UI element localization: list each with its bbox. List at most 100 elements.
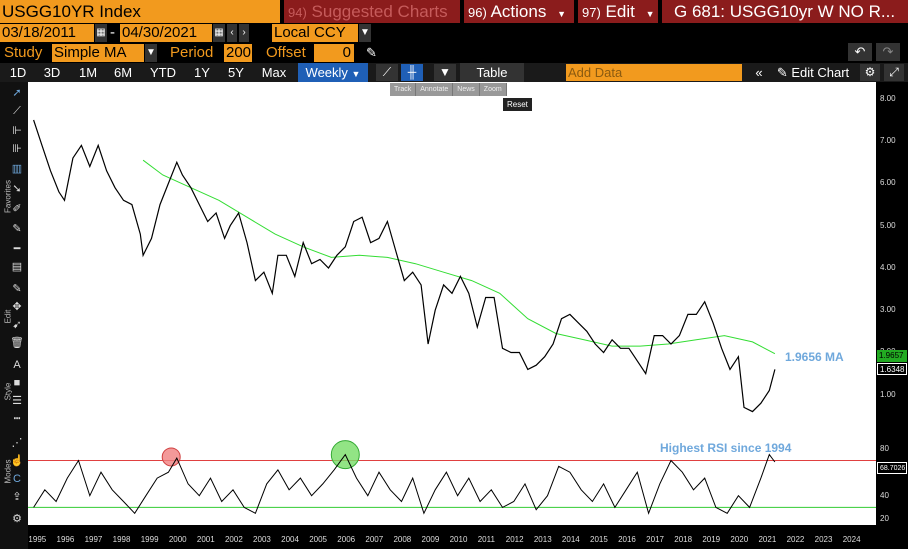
arrow-tool-icon[interactable]: ➘	[12, 183, 22, 195]
year-tick: 2019	[702, 535, 721, 544]
security-field[interactable]: USGG10YR Index	[0, 0, 280, 23]
rsi-tick: 40	[880, 490, 889, 500]
axis-corner	[876, 525, 908, 549]
period-field[interactable]: 200	[224, 44, 252, 62]
cursor-icon[interactable]: ➚	[12, 87, 22, 99]
line-chart-icon[interactable]: ⟋	[376, 64, 398, 81]
news-tool[interactable]: News	[453, 83, 480, 96]
trash-icon[interactable]: 🗑	[10, 337, 24, 349]
text-tool-icon[interactable]: A	[13, 359, 21, 371]
start-calendar-icon[interactable]: ▦	[95, 24, 107, 42]
line-tool-icon[interactable]: ⟋	[13, 105, 21, 117]
line-weight-icon[interactable]: ☰	[12, 395, 22, 407]
hline-tool-icon[interactable]: ━	[13, 243, 21, 255]
rsi-panel[interactable]	[28, 437, 876, 525]
year-tick: 1999	[140, 535, 159, 544]
year-tick: 2005	[309, 535, 327, 544]
range-3d-button[interactable]: 3D	[43, 65, 61, 80]
price-tick: 6.00	[880, 178, 896, 188]
rsi-last-value: 68.7026	[877, 462, 907, 474]
start-date-field[interactable]: 03/18/2011	[0, 24, 94, 42]
channel-tool-icon[interactable]: ▤	[11, 261, 23, 273]
suggested-charts-tab[interactable]: 94) Suggested Charts	[284, 0, 460, 23]
frequency-value: Weekly	[305, 65, 348, 80]
line-style-icon[interactable]: ┅	[13, 413, 21, 425]
chart-tools-bar: Track Annotate News Zoom	[390, 83, 507, 96]
add-data-input[interactable]: Add Data	[566, 64, 742, 81]
zoom-tool[interactable]: Zoom	[480, 83, 507, 96]
year-tick: 2020	[730, 535, 749, 544]
currency-dropdown-icon[interactable]: ▼	[359, 24, 371, 42]
prev-period-icon[interactable]: ‹	[227, 24, 237, 42]
collapse-icon[interactable]: «	[755, 65, 763, 80]
range-1m-button[interactable]: 1M	[78, 65, 98, 80]
suggested-charts-label: Suggested Charts	[311, 2, 448, 21]
actions-caret-icon: ▼	[557, 9, 566, 19]
left-toolbar: ➚ ⟋ ⊩ ⊪ ▥ ➘ ✐ ✎ ━ ▤ ✎ ✥ ➹ 🗑 A ■ ☰ ┅ ⋰ ☝ …	[0, 82, 28, 549]
next-period-icon[interactable]: ›	[239, 24, 249, 42]
period-label: Period	[170, 44, 214, 61]
mode-hand-icon[interactable]: ☝	[10, 455, 24, 467]
year-tick: 2001	[196, 535, 215, 544]
year-tick: 2021	[758, 535, 777, 544]
currency-field[interactable]: Local CCY	[272, 24, 358, 42]
year-tick: 2024	[842, 535, 861, 544]
study-dropdown-icon[interactable]: ▼	[145, 44, 157, 62]
end-calendar-icon[interactable]: ▦	[213, 24, 225, 42]
redo-icon[interactable]: ↷	[876, 43, 900, 61]
range-1y-button[interactable]: 1Y	[194, 65, 210, 80]
actions-label: Actions	[490, 2, 547, 21]
pen-tool-icon[interactable]: ✎	[12, 223, 22, 235]
maximize-icon[interactable]: ⤢	[884, 64, 904, 81]
select-icon[interactable]: ➹	[12, 319, 22, 331]
edit-menu[interactable]: 97) Edit ▼	[578, 0, 658, 23]
mode-cursor-icon[interactable]: ⋰	[11, 437, 23, 449]
draw-icon[interactable]: ✎	[12, 283, 22, 295]
frequency-dropdown[interactable]: Weekly ▼	[298, 63, 368, 82]
price-chart-area[interactable]	[28, 82, 876, 437]
offset-field[interactable]: 0	[314, 44, 354, 62]
mode-c-icon[interactable]: C	[13, 473, 21, 485]
annotate-tool[interactable]: Annotate	[416, 83, 454, 96]
edit-chart-button[interactable]: ✎ Edit Chart	[770, 63, 856, 82]
rsi-tick: 80	[880, 443, 889, 453]
range-5y-button[interactable]: 5Y	[228, 65, 244, 80]
price-tick: 7.00	[880, 136, 896, 146]
track-tool[interactable]: Track	[390, 83, 417, 96]
year-tick: 2013	[533, 535, 552, 544]
range-6m-button[interactable]: 6M	[113, 65, 133, 80]
price-tick: 5.00	[880, 220, 896, 230]
chart-type-dropdown-icon[interactable]: ▼	[434, 64, 456, 81]
actions-menu[interactable]: 96) Actions ▼	[464, 0, 574, 23]
mode-export-icon[interactable]: ⇪	[12, 491, 22, 503]
year-tick: 2007	[365, 535, 384, 544]
suggested-charts-num: 94)	[288, 5, 307, 20]
trend-tool-icon[interactable]: ⊪	[12, 143, 22, 155]
price-tick: 1.00	[880, 389, 896, 399]
settings-icon[interactable]: ⚙	[12, 513, 22, 525]
brush-tool-icon[interactable]: ✐	[12, 203, 22, 215]
price-chart	[33, 119, 776, 413]
chart-settings-icon[interactable]: ⚙	[860, 64, 880, 81]
highlight-tool-icon[interactable]: ▥	[11, 163, 23, 175]
frequency-caret-icon: ▼	[351, 69, 361, 79]
fill-icon[interactable]: ■	[13, 377, 21, 389]
study-row: Study Simple MA ▼ Period 200 Offset 0 ✎ …	[0, 43, 908, 63]
fibonacci-icon[interactable]: ⊩	[12, 125, 22, 137]
year-tick: 1997	[84, 535, 103, 544]
study-field[interactable]: Simple MA	[52, 44, 144, 62]
pencil-icon[interactable]: ✎	[366, 45, 377, 60]
table-button[interactable]: Table	[460, 63, 524, 82]
year-tick: 1995	[28, 535, 47, 544]
rsi-series-line	[33, 453, 776, 515]
undo-icon[interactable]: ↶	[848, 43, 872, 61]
modes-label: Modes	[3, 459, 13, 484]
reset-button[interactable]: Reset	[503, 98, 532, 111]
range-max-button[interactable]: Max	[261, 65, 287, 80]
range-1d-button[interactable]: 1D	[9, 65, 27, 80]
end-date-field[interactable]: 04/30/2021	[120, 24, 212, 42]
range-ytd-button[interactable]: YTD	[150, 65, 176, 80]
bar-chart-icon[interactable]: ╫	[401, 64, 423, 81]
rsi-annotation: Highest RSI since 1994	[660, 441, 792, 455]
move-icon[interactable]: ✥	[12, 301, 22, 313]
